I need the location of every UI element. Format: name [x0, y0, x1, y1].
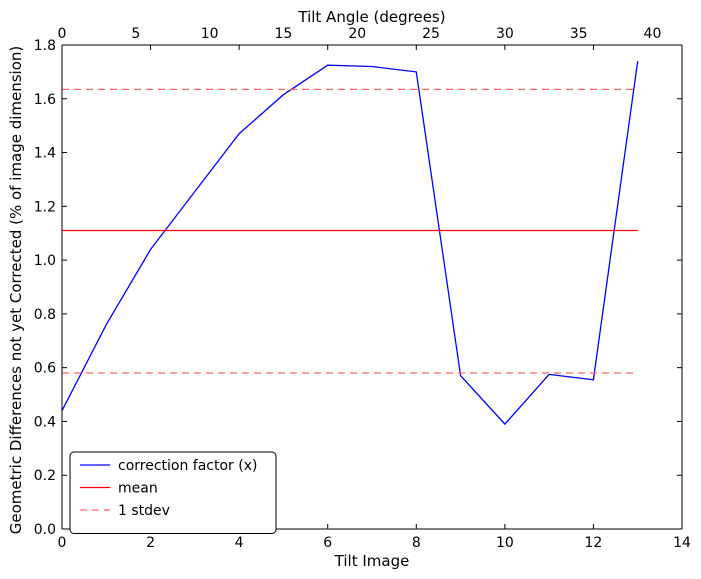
top-x-tick-label: 35: [570, 26, 588, 42]
top-x-tick-label: 0: [58, 26, 67, 42]
top-x-tick-label: 25: [422, 26, 440, 42]
axes: 0 2 4 6 8 10 12 14 0 5 10 15 20 25 30 35 40 0.0 0.2 0.4 0.6 0…: [34, 26, 691, 551]
legend-label: mean: [118, 481, 158, 497]
y-tick-label: 0.2: [34, 468, 56, 484]
y-tick-label: 1.2: [34, 199, 56, 215]
top-x-tick-label: 10: [201, 26, 219, 42]
plot-area: [61, 61, 639, 426]
y-tick-label: 0.4: [34, 414, 56, 430]
top-x-tick-label: 5: [131, 26, 140, 42]
y-tick-label: 1.0: [34, 253, 56, 269]
y-tick-label: 1.8: [34, 38, 56, 54]
x-tick-label: 6: [323, 535, 332, 551]
x-tick-label: 14: [673, 535, 691, 551]
x-tick-label: 2: [146, 535, 155, 551]
y-tick-label: 1.4: [34, 146, 56, 162]
series-line-0: [61, 61, 639, 426]
y-axis-title: Geometric Differences not yet Corrected …: [7, 46, 25, 535]
top-x-tick-label: 30: [496, 26, 514, 42]
legend: correction factor (x) mean 1 stdev: [69, 451, 277, 534]
y-tick-label: 0.8: [34, 307, 56, 323]
y-tick-label: 1.6: [34, 92, 56, 108]
top-x-tick-label: 20: [348, 26, 366, 42]
plot-frame: [61, 44, 683, 530]
x-tick-label: 10: [496, 535, 514, 551]
legend-label: 1 stdev: [118, 503, 170, 519]
x-axis-title: Tilt Image: [334, 552, 410, 570]
top-x-tick-label: 15: [275, 26, 293, 42]
top-x-tick-label: 40: [644, 26, 662, 42]
top-x-axis-title: Tilt Angle (degrees): [297, 8, 445, 26]
x-tick-label: 0: [58, 535, 67, 551]
y-tick-label: 0.0: [34, 522, 56, 538]
legend-label: correction factor (x): [118, 458, 257, 474]
y-tick-label: 0.6: [34, 361, 56, 377]
x-tick-label: 4: [235, 535, 244, 551]
x-tick-label: 8: [412, 535, 421, 551]
legend-box: [69, 451, 277, 534]
x-tick-label: 12: [585, 535, 603, 551]
